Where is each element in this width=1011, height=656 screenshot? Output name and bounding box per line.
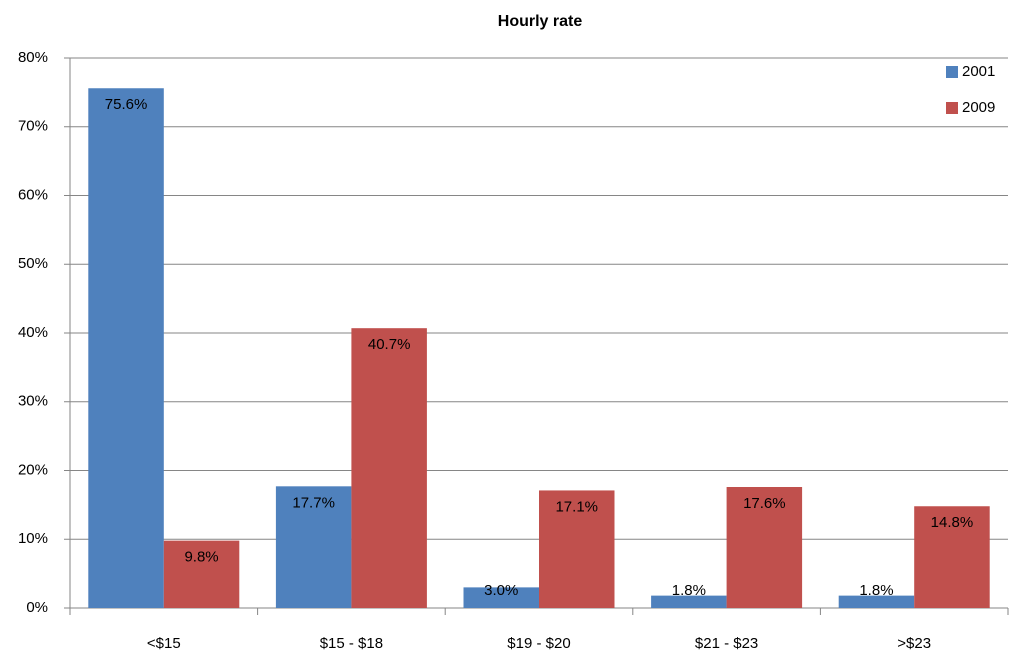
data-label: 1.8% — [859, 582, 893, 599]
data-label: 14.8% — [931, 514, 974, 531]
y-tick-label: 40% — [18, 324, 48, 341]
bar — [463, 587, 539, 608]
data-label: 40.7% — [368, 336, 411, 353]
legend-label: 2009 — [962, 99, 995, 116]
data-label: 9.8% — [184, 549, 218, 566]
y-tick-label: 70% — [18, 118, 48, 135]
data-label: 75.6% — [105, 96, 148, 113]
y-tick-label: 80% — [18, 49, 48, 66]
bar — [838, 595, 915, 608]
bar — [726, 487, 803, 608]
legend-swatch — [946, 66, 958, 78]
bar — [163, 540, 240, 608]
x-tick-label: $19 - $20 — [507, 635, 570, 652]
x-tick-label: $21 - $23 — [695, 635, 758, 652]
x-tick-label: $15 - $18 — [320, 635, 383, 652]
data-label: 1.8% — [672, 582, 706, 599]
x-tick-label: <$15 — [147, 635, 181, 652]
y-tick-label: 10% — [18, 530, 48, 547]
chart-title: Hourly rate — [498, 13, 583, 30]
y-tick-label: 30% — [18, 393, 48, 410]
bar — [275, 486, 352, 608]
data-label: 3.0% — [484, 582, 518, 599]
y-tick-label: 50% — [18, 255, 48, 272]
bar — [539, 490, 615, 608]
y-tick-label: 60% — [18, 186, 48, 203]
data-label: 17.6% — [743, 495, 786, 512]
x-tick-label: >$23 — [897, 635, 931, 652]
data-label: 17.7% — [292, 494, 335, 511]
data-label: 17.1% — [555, 498, 598, 515]
bar — [88, 88, 164, 608]
legend-swatch — [946, 102, 958, 114]
y-tick-label: 20% — [18, 461, 48, 478]
legend-label: 2001 — [962, 63, 995, 80]
bar — [651, 595, 727, 608]
y-tick-label: 0% — [26, 599, 48, 616]
bar — [914, 506, 990, 608]
bar — [351, 328, 427, 608]
